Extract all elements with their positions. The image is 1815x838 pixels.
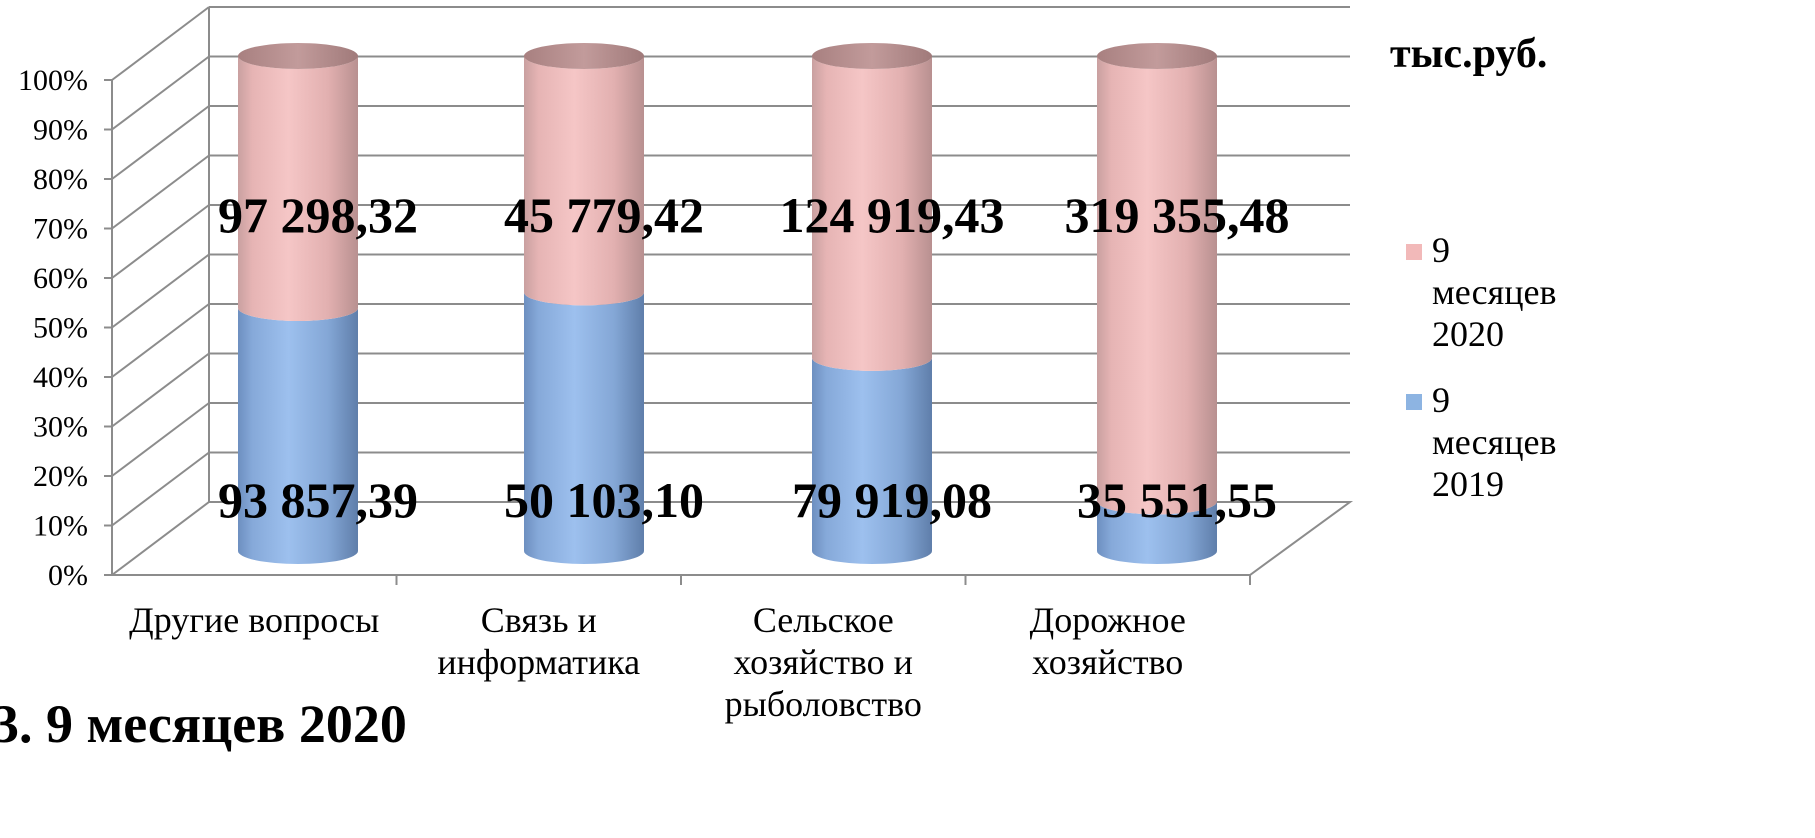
bar-top-cap: [812, 43, 932, 69]
data-label-2019: 93 857,39: [218, 472, 418, 528]
y-tick-label: 10%: [33, 510, 88, 543]
y-tick-label: 30%: [33, 411, 88, 444]
legend-label-2020: месяцев: [1432, 272, 1556, 312]
gridline-side: [111, 253, 210, 329]
gridline-side: [111, 55, 210, 131]
category-label: Дорожное: [1030, 600, 1186, 640]
y-tick-label: 90%: [33, 114, 88, 147]
legend-label-2019: 9: [1432, 380, 1450, 420]
y-tick-label: 20%: [33, 460, 88, 493]
data-labels: 93 857,39 97 298,32 50 103,10 45 779,42 79 9…: [218, 187, 1290, 528]
bar-segment-2020: [238, 56, 358, 321]
footer-partial-text: 3. 9 месяцев 2020: [0, 694, 407, 754]
bar-segment-2020: [524, 56, 644, 306]
y-axis-ticks: 0% 10% 20% 30% 40% 50% 60% 70% 80% 90% 100%: [18, 64, 88, 592]
legend-swatch-2019: [1406, 394, 1422, 410]
y-tick-label: 80%: [33, 163, 88, 196]
bar-segment-2019: [1097, 501, 1217, 564]
category-label: Сельское: [753, 600, 894, 640]
data-label-2020: 45 779,42: [504, 187, 704, 243]
gridline-side: [111, 105, 210, 180]
bar-segment-2019: [238, 307, 359, 564]
data-label-2019: 35 551,55: [1077, 472, 1277, 528]
bar-segment-2019: [812, 357, 932, 564]
bar-cylinder: [238, 43, 359, 564]
y-tick-label: 0%: [48, 559, 88, 592]
legend-label-2019: месяцев: [1432, 422, 1556, 462]
y-tick-label: 100%: [18, 64, 88, 97]
category-label: информатика: [437, 642, 640, 682]
category-label: рыболовство: [725, 684, 922, 724]
legend-label-2020: 9: [1432, 230, 1450, 270]
gridline-side: [111, 6, 210, 81]
bar-segment-2020: [1097, 56, 1217, 515]
data-label-2020: 124 919,43: [780, 187, 1005, 243]
legend-swatch-2020: [1406, 244, 1422, 260]
y-tick-label: 50%: [33, 312, 88, 345]
gridline-side: [111, 154, 210, 230]
legend-label-2019: 2019: [1432, 464, 1504, 504]
bar-top-cap: [524, 43, 644, 69]
unit-label: тыс.руб.: [1390, 31, 1547, 77]
bar-cylinder: [812, 43, 932, 564]
axes: [104, 79, 1251, 585]
bars: [238, 43, 1217, 564]
y-tick-label: 70%: [33, 213, 88, 246]
data-label-2019: 79 919,08: [792, 472, 992, 528]
gridline-side: [111, 303, 210, 378]
bar-segment-2020: [812, 56, 932, 371]
category-label: Связь и: [481, 600, 597, 640]
gridline-side: [111, 204, 210, 279]
gridline-side: [111, 352, 210, 428]
y-tick-label: 60%: [33, 262, 88, 295]
data-label-2019: 50 103,10: [504, 472, 704, 528]
bar-cylinder: [1097, 43, 1217, 564]
category-label: хозяйство: [1032, 642, 1183, 682]
bar-cylinder: [524, 43, 644, 564]
data-label-2020: 319 355,48: [1065, 187, 1290, 243]
gridline-side: [111, 402, 210, 477]
y-tick-label: 40%: [33, 361, 88, 394]
bar-top-cap: [1097, 43, 1217, 69]
data-label-2020: 97 298,32: [218, 187, 418, 243]
category-label: Другие вопросы: [129, 600, 379, 640]
bar-segment-2019: [524, 292, 644, 564]
legend-label-2020: 2020: [1432, 314, 1504, 354]
gridline-side: [111, 451, 210, 527]
category-label: хозяйство и: [734, 642, 913, 682]
bar-top-cap: [238, 43, 358, 69]
